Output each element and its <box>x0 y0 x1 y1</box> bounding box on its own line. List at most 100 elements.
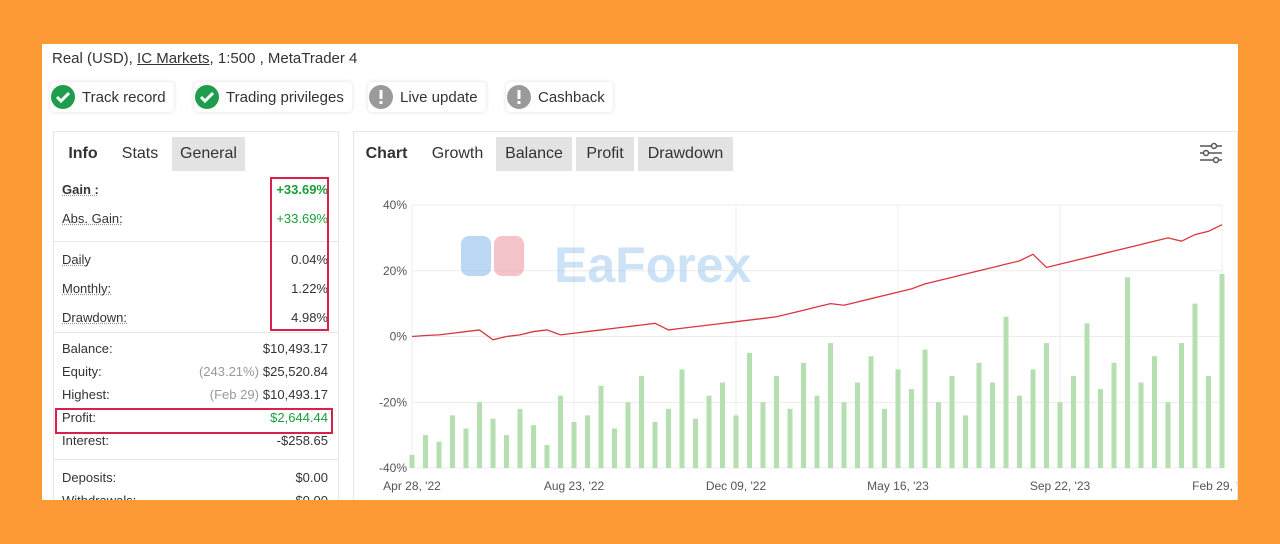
line <box>411 224 1223 341</box>
stat-row: Balance: $10,493.17 <box>54 337 338 360</box>
bar <box>490 418 496 468</box>
bar <box>531 425 536 468</box>
settings-knob <box>1202 149 1210 157</box>
tab[interactable]: Chart <box>365 145 408 162</box>
badge-label: Track record <box>82 88 166 106</box>
stat-row: Highest: (Feb 29) $10,493.17 <box>54 383 338 406</box>
settings-knob <box>1210 142 1218 150</box>
bar <box>639 375 644 468</box>
bar <box>787 408 793 468</box>
stat-value-wrap: (243.21%) $25,520.84 <box>199 364 328 379</box>
bar <box>841 402 847 468</box>
bar <box>1219 274 1225 468</box>
y-tick-label: -20% <box>379 395 407 409</box>
stat-value: $10,493.17 <box>262 341 328 356</box>
stat-value-wrap: -$258.65 <box>277 433 328 448</box>
bar <box>801 362 806 468</box>
bar <box>450 415 455 468</box>
stat-value: +33.69% <box>276 182 328 197</box>
stat-label: Equity: <box>62 364 102 379</box>
bar <box>1125 277 1130 468</box>
badge-icon <box>507 85 531 109</box>
stat-label: Deposits: <box>62 470 117 485</box>
tab[interactable]: Growth <box>421 137 494 171</box>
bar <box>1152 356 1157 468</box>
bar <box>1057 402 1063 468</box>
stat-value: $0.00 <box>295 493 328 500</box>
bar <box>1003 316 1009 468</box>
bar <box>976 362 982 468</box>
stat-row: Interest: -$258.65 <box>54 429 338 452</box>
stat-value: 4.98% <box>291 310 328 325</box>
highlight-box <box>270 177 329 331</box>
tab[interactable]: Stats <box>111 137 169 171</box>
stat-value-wrap: 1.22% <box>291 281 328 296</box>
icon-check <box>199 91 215 104</box>
stat-value-wrap: $2,644.44 <box>270 410 328 425</box>
bar <box>571 421 577 468</box>
stat-label: Drawdown: <box>62 310 128 325</box>
bar <box>855 382 860 468</box>
bar <box>504 435 509 468</box>
tab[interactable]: Drawdown <box>638 137 733 171</box>
settings-icon[interactable] <box>1198 140 1224 166</box>
tab[interactable]: Profit <box>576 137 634 171</box>
settings-knob <box>1212 156 1220 164</box>
bar <box>585 415 590 468</box>
badge-label: Cashback <box>538 88 605 106</box>
tab[interactable]: Balance <box>496 137 572 171</box>
stat-value: 0.04% <box>291 252 328 267</box>
bar <box>1179 343 1184 468</box>
badge-icon <box>195 85 219 109</box>
stat-label: Balance: <box>62 341 113 356</box>
stat-row: Monthly: 1.22% <box>54 274 338 303</box>
stat-value: $25,520.84 <box>262 364 328 379</box>
stat-value: 1.22% <box>291 281 328 296</box>
badge-label: Trading privileges <box>226 88 344 106</box>
x-tick-label: Feb 29, '24 <box>1192 479 1237 493</box>
bar <box>1165 402 1171 468</box>
bar <box>423 435 428 468</box>
badge: Cashback <box>506 82 613 112</box>
icon-bang <box>517 90 521 99</box>
bar <box>814 395 820 468</box>
bar <box>760 402 766 468</box>
bar <box>922 349 928 468</box>
bar <box>612 428 617 468</box>
bar <box>409 454 415 468</box>
x-tick-label: Aug 23, '22 <box>544 479 605 493</box>
bar <box>1111 362 1117 468</box>
stat-row: Equity: (243.21%) $25,520.84 <box>54 360 338 383</box>
stat-row: Gain : +33.69% <box>54 175 338 204</box>
bar <box>963 415 968 468</box>
icon-check <box>55 91 71 104</box>
tab[interactable]: Info <box>68 145 98 162</box>
bar <box>463 428 469 468</box>
bar <box>679 369 685 468</box>
watermark-logo <box>461 236 491 276</box>
bar <box>909 389 914 468</box>
stat-value-wrap: $0.00 <box>295 470 328 485</box>
stat-value-wrap: +33.69% <box>276 182 328 197</box>
account-details: , 1:500 , MetaTrader 4 <box>209 50 358 67</box>
bar <box>652 421 658 468</box>
stat-value-wrap: $10,493.17 <box>263 341 328 356</box>
stat-value: -$258.65 <box>276 433 328 448</box>
stat-label: Daily <box>62 252 91 267</box>
watermark-logo <box>494 236 524 276</box>
tab[interactable]: General <box>172 137 245 171</box>
badge: Trading privileges <box>194 82 352 112</box>
bar <box>1206 375 1211 468</box>
stat-label: Gain : <box>62 182 99 197</box>
stat-row: Abs. Gain: +33.69% <box>54 204 338 233</box>
bar <box>517 408 523 468</box>
bar <box>1098 389 1103 468</box>
stat-value: +33.69% <box>276 211 328 226</box>
bar <box>868 356 874 468</box>
broker-link[interactable]: IC Markets <box>137 50 210 67</box>
bar <box>720 382 725 468</box>
bar <box>1071 375 1076 468</box>
stat-value-wrap: 0.04% <box>291 252 328 267</box>
stat-value: $10,493.17 <box>262 387 328 402</box>
